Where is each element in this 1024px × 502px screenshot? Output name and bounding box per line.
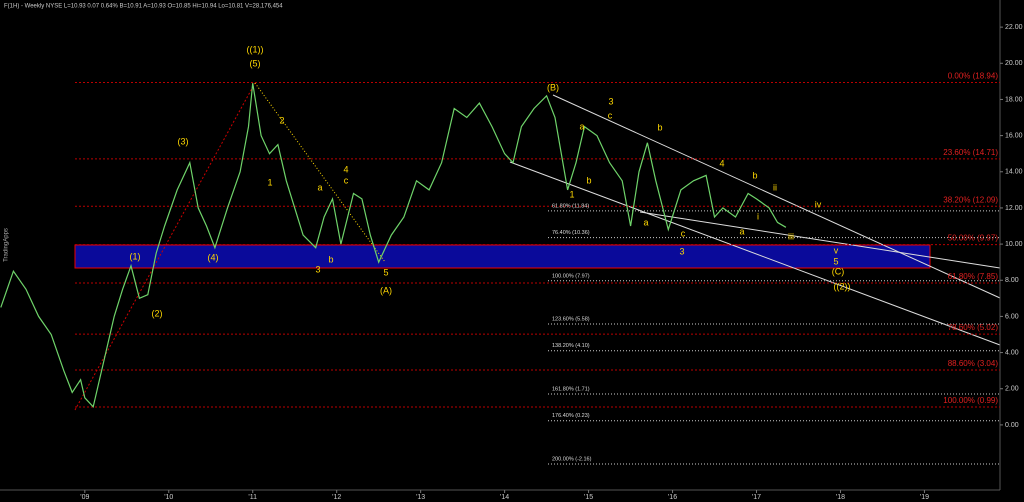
wave-label: (B) [547,82,559,92]
wave-label: 3 [315,264,320,274]
y-tick-label: 16.00 [1005,132,1023,139]
x-tick-label: '12 [332,494,341,501]
extension-label: 161.80% (1.71) [552,386,590,392]
retracement-label: 23.60% (14.71) [943,148,998,157]
wave-label: (1) [130,251,141,261]
wave-label: b [657,122,662,132]
retracement-label: 88.60% (3.04) [948,359,999,368]
wave-label: (3) [178,136,189,146]
retracement-label: 78.60% (5.02) [948,323,999,332]
x-tick-label: '09 [80,494,89,501]
wave-label: ((1)) [247,44,264,54]
wave-label: iv [815,199,822,209]
x-tick-label: '14 [500,494,509,501]
extension-label: 200.00% (-2.16) [552,456,592,462]
retracement-label: 100.00% (0.99) [943,396,998,405]
wave-label: a [739,226,744,236]
wave-label: (2) [152,308,163,318]
wave-label: i [757,211,759,221]
wave-label: (5) [250,58,261,68]
wave-label: c [344,175,349,185]
extension-label: 61.80% (11.84) [552,203,589,209]
side-label: TradingApps [4,228,10,262]
retracement-label: 61.80% (7.85) [948,272,999,281]
retracement-label: 50.00% (9.97) [948,234,999,243]
wave-label: (A) [380,285,392,295]
wave-label: iii [788,231,794,241]
wave-label: 1 [569,189,574,199]
y-tick-label: 0.00 [1005,422,1019,429]
extension-label: 138.20% (4.10) [552,343,590,349]
y-tick-label: 18.00 [1005,96,1023,103]
extension-label: 176.40% (0.23) [552,413,590,419]
x-tick-label: '18 [836,494,845,501]
chart-title: F(1H) - Weekly NYSE L=10.93 0.07 0.64% B… [4,4,283,10]
wave-label: 2 [279,115,284,125]
y-tick-label: 20.00 [1005,60,1023,67]
trend-line [254,82,386,263]
x-tick-label: '15 [584,494,593,501]
wave-label: c [681,228,686,238]
y-tick-label: 8.00 [1005,277,1019,284]
extension-label: 123.60% (5.58) [552,316,590,322]
y-tick-label: 6.00 [1005,313,1019,320]
wave-label: (C) [832,266,845,276]
x-tick-label: '17 [752,494,761,501]
wave-label: 5 [833,256,838,266]
wave-label: b [586,175,591,185]
wave-label: 3 [679,246,684,256]
wave-label: 5 [383,267,388,277]
extension-label: 100.00% (7.97) [552,273,590,279]
y-tick-label: 22.00 [1005,24,1023,31]
zone-box [74,244,931,269]
retracement-label: 0.00% (18.94) [948,72,999,81]
x-tick-label: '13 [416,494,425,501]
y-tick-label: 12.00 [1005,205,1023,212]
channel-line [639,211,1001,269]
x-tick-label: '10 [164,494,173,501]
channel-line [552,94,1001,299]
wave-label: 4 [343,164,348,174]
wave-label: (4) [208,252,219,262]
wave-label: b [328,254,333,264]
y-tick-label: 14.00 [1005,169,1023,176]
y-tick-label: 10.00 [1005,241,1023,248]
wave-label: b [752,170,757,180]
x-tick-label: '19 [920,494,929,501]
wave-label: c [608,110,613,120]
wave-label: 1 [267,177,272,187]
wave-label: v [834,245,839,255]
wave-label: ((2)) [834,281,851,291]
wave-label: a [643,217,648,227]
extension-label: 76.40% (10.36) [552,230,590,236]
wave-label: ii [773,182,777,192]
channel-line [509,161,1001,346]
y-tick-label: 2.00 [1005,386,1019,393]
wave-label: a [579,121,584,131]
wave-label: a [317,182,322,192]
wave-label: 3 [608,96,613,106]
y-tick-label: 4.00 [1005,349,1019,356]
wave-label: 4 [719,158,724,168]
x-tick-label: '11 [248,494,257,501]
retracement-label: 38.20% (12.09) [943,195,998,204]
price-line [0,83,787,409]
x-tick-label: '16 [668,494,677,501]
